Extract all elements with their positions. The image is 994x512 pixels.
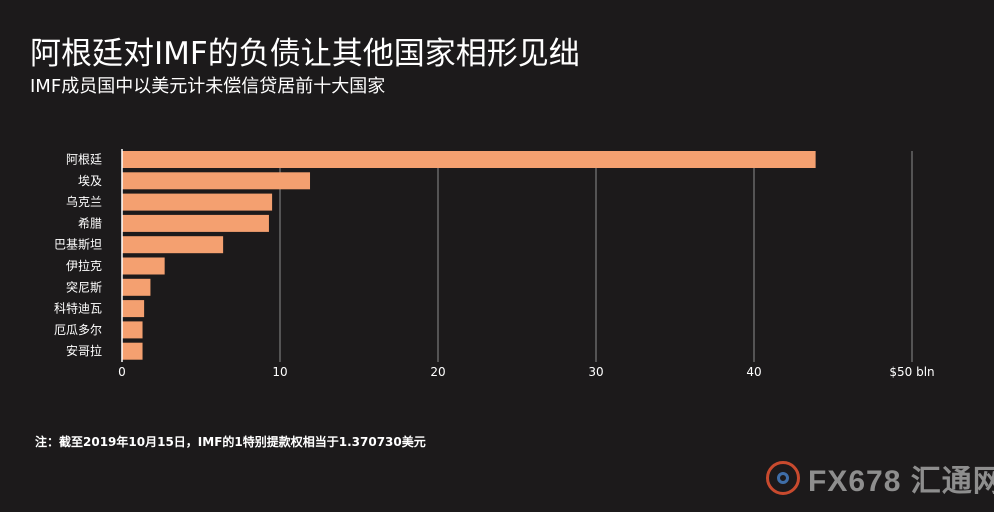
category-label: 科特迪瓦 (54, 301, 102, 316)
category-label: 厄瓜多尔 (54, 322, 102, 337)
chart-title: 阿根廷对IMF的负债让其他国家相形见绌 (30, 36, 580, 72)
chart-subtitle: IMF成员国中以美元计未偿信贷居前十大国家 (30, 76, 386, 97)
category-label: 乌克兰 (66, 194, 102, 209)
x-tick-label: $50 bln (889, 365, 934, 379)
bar (122, 236, 224, 254)
x-tick-label: 0 (118, 365, 126, 379)
x-tick-label: 30 (588, 365, 603, 379)
bar (122, 300, 145, 318)
x-tick-label: 20 (430, 365, 445, 379)
category-label: 希腊 (78, 215, 102, 230)
category-label: 阿根廷 (66, 153, 102, 167)
x-tick-label: 10 (272, 365, 287, 379)
bar (122, 257, 165, 275)
bar (122, 214, 269, 232)
bar (122, 278, 151, 296)
footnote: 注：截至2019年10月15日，IMF的1特别提款权相当于1.370730美元 (35, 435, 426, 449)
bar (122, 193, 273, 211)
category-label: 伊拉克 (66, 258, 102, 273)
x-tick-label: 40 (746, 365, 761, 379)
category-label: 突尼斯 (66, 279, 102, 294)
category-label: 安哥拉 (66, 343, 102, 358)
category-label: 埃及 (78, 174, 102, 188)
bar (122, 151, 816, 168)
bar (122, 172, 311, 190)
bar (122, 321, 143, 339)
watermark-text: FX678 汇通网 (808, 465, 994, 498)
category-label: 巴基斯坦 (54, 238, 102, 252)
watermark: FX678 汇通网 (766, 456, 994, 500)
fx678-logo-icon (766, 461, 800, 495)
bar (122, 342, 143, 360)
